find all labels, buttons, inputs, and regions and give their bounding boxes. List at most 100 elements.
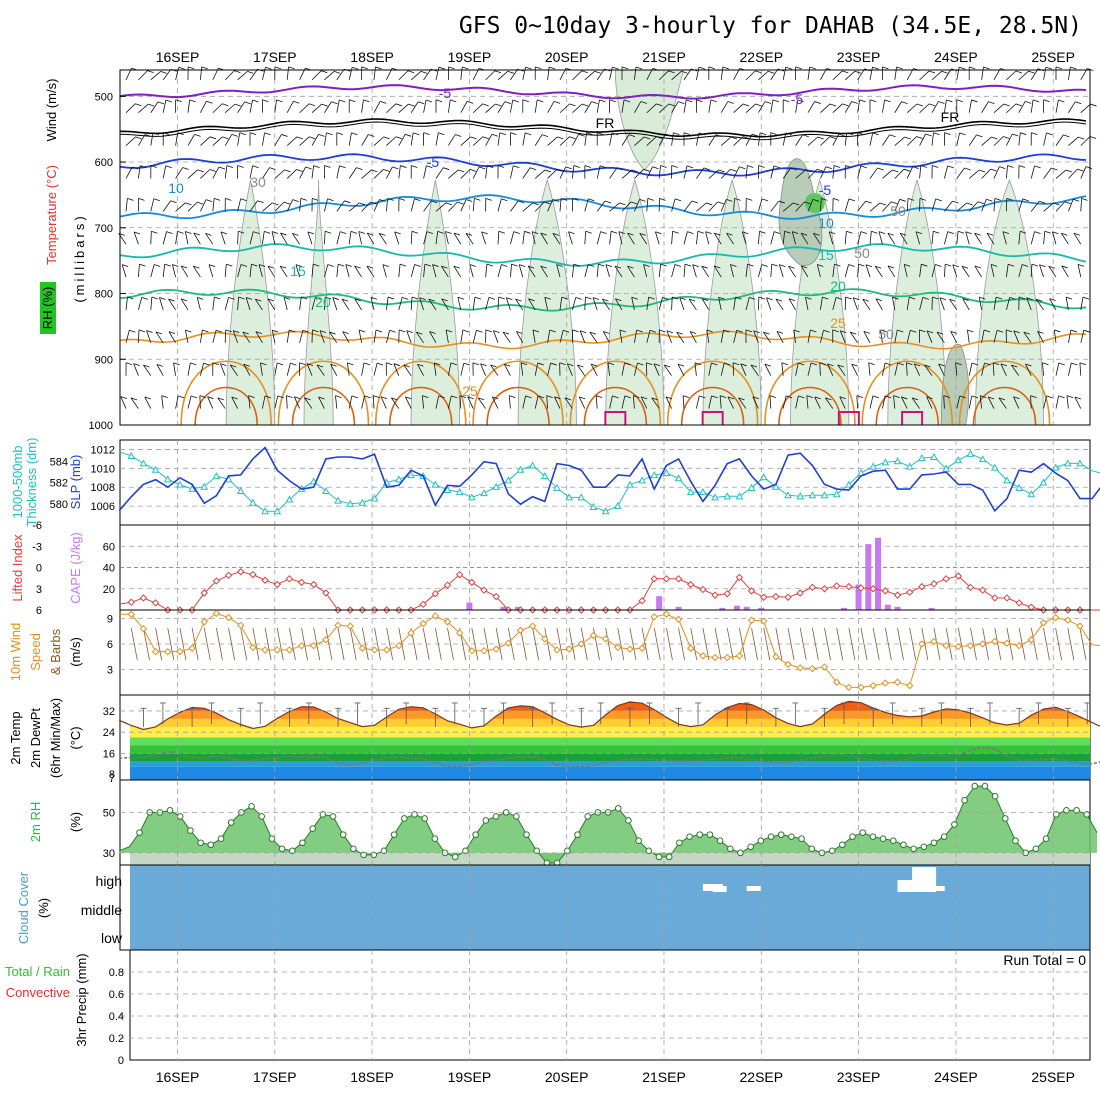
- wind-barb: [373, 101, 381, 113]
- wind-barb-feather: [616, 167, 624, 171]
- wind10-marker: [577, 640, 586, 648]
- wind-barb: [324, 132, 327, 146]
- rh-marker: [940, 833, 948, 840]
- wind10-marker: [504, 639, 513, 647]
- rh-marker: [696, 831, 704, 838]
- wind-barb: [609, 67, 613, 80]
- contour-25-arch: [472, 360, 564, 426]
- wind-barb: [634, 136, 645, 146]
- wind-barb: [832, 297, 837, 311]
- rh-marker: [380, 847, 388, 855]
- wind-barb: [237, 231, 239, 245]
- wind-barb: [505, 297, 511, 311]
- wind-barb-feather: [486, 263, 494, 267]
- wind-barb-feather: [1006, 197, 1013, 201]
- wind-barb-feather: [759, 132, 767, 136]
- wind-barb-feather: [943, 395, 950, 398]
- cape-bar: [743, 606, 750, 610]
- wind-barb: [559, 136, 570, 146]
- wind-barb-feather: [1063, 134, 1070, 138]
- wind-barb-feather: [364, 395, 371, 399]
- wind-barb: [361, 395, 365, 409]
- wind-barb: [271, 329, 276, 343]
- wind-barb-feather: [692, 264, 699, 268]
- wind-barb: [133, 231, 139, 245]
- wind10-marker: [796, 664, 804, 672]
- wind-barb: [584, 132, 588, 146]
- wind-barb: [423, 200, 432, 212]
- wind-barb: [683, 68, 692, 81]
- rh-marker: [849, 833, 856, 840]
- wind-barb: [979, 395, 982, 409]
- rh-marker: [1052, 811, 1060, 818]
- lifted-index-marker: [905, 588, 914, 596]
- slp-axis-label: SLP (mb): [68, 455, 83, 510]
- wind-barb-feather: [494, 70, 502, 74]
- wind-barb: [820, 136, 831, 146]
- wind-barb: [348, 167, 357, 179]
- wind-barb-feather: [857, 132, 864, 135]
- lifted-index-marker: [127, 598, 135, 606]
- wind-barb-feather: [193, 232, 200, 236]
- wind-barb-feather: [318, 396, 325, 400]
- lifted-index-marker: [893, 591, 902, 599]
- wind10-barb: [994, 627, 1002, 661]
- wind-barb: [410, 231, 413, 245]
- thickness-marker: [772, 482, 780, 490]
- wind-barb-feather: [296, 169, 303, 172]
- wind-barb: [398, 264, 401, 278]
- wind-barb: [906, 330, 911, 343]
- wind-barb: [906, 198, 909, 212]
- wind-barb: [1074, 396, 1082, 409]
- thickness-marker: [808, 491, 817, 499]
- date-label-bottom: 19SEP: [448, 1069, 492, 1085]
- wind-barb: [510, 231, 515, 245]
- wind10-tick: 6: [107, 639, 113, 651]
- lifted-index-marker: [212, 577, 221, 585]
- contour-35-cell: [604, 411, 627, 425]
- lifted-index-marker: [869, 585, 877, 593]
- wind-barb-feather: [941, 70, 948, 74]
- wind10-barb: [957, 627, 965, 661]
- wind-barb-feather: [288, 66, 295, 70]
- wind-barb-feather: [507, 70, 514, 74]
- thickness-marker: [528, 461, 537, 469]
- wind-barb-feather: [871, 230, 878, 234]
- wind-barb-feather: [277, 395, 284, 399]
- wind-barb: [410, 101, 419, 113]
- wind-barb-feather: [637, 362, 644, 366]
- rh-marker: [655, 853, 663, 861]
- wind-barb: [752, 396, 759, 409]
- wind-barb-feather: [202, 329, 209, 333]
- wind-barb-feather: [1049, 298, 1056, 302]
- wind-barb-feather: [955, 362, 962, 366]
- wind-barb: [671, 231, 674, 245]
- thickness-marker: [346, 499, 355, 507]
- thickness-marker: [942, 464, 951, 472]
- wind-barb-feather: [1036, 298, 1043, 302]
- wind-barb-feather: [747, 165, 754, 168]
- wind-barb: [919, 70, 930, 81]
- wind-barb-feather: [739, 166, 746, 170]
- rh-marker: [574, 831, 581, 838]
- wind-barb-feather: [264, 230, 271, 234]
- wind-barb: [1055, 99, 1059, 113]
- wind-barb: [532, 329, 536, 343]
- wind-barb: [518, 264, 524, 278]
- wind-barb-feather: [399, 263, 407, 267]
- wind-barb: [547, 101, 555, 113]
- wind-barb-feather: [554, 396, 561, 400]
- wind-barb: [820, 330, 824, 343]
- wind-barb: [299, 103, 310, 114]
- wind-barb-feather: [559, 362, 566, 366]
- wind-barb-feather: [912, 397, 919, 401]
- wind-barb: [465, 233, 474, 245]
- wind-barb: [634, 329, 638, 343]
- rh-marker: [1083, 811, 1091, 818]
- wind-barb: [1042, 362, 1044, 376]
- wind-barb-feather: [837, 364, 844, 368]
- wind-barb-feather: [370, 201, 377, 205]
- wind-barb-feather: [977, 201, 985, 205]
- wind-barb: [683, 99, 687, 113]
- wind-barb: [795, 201, 805, 212]
